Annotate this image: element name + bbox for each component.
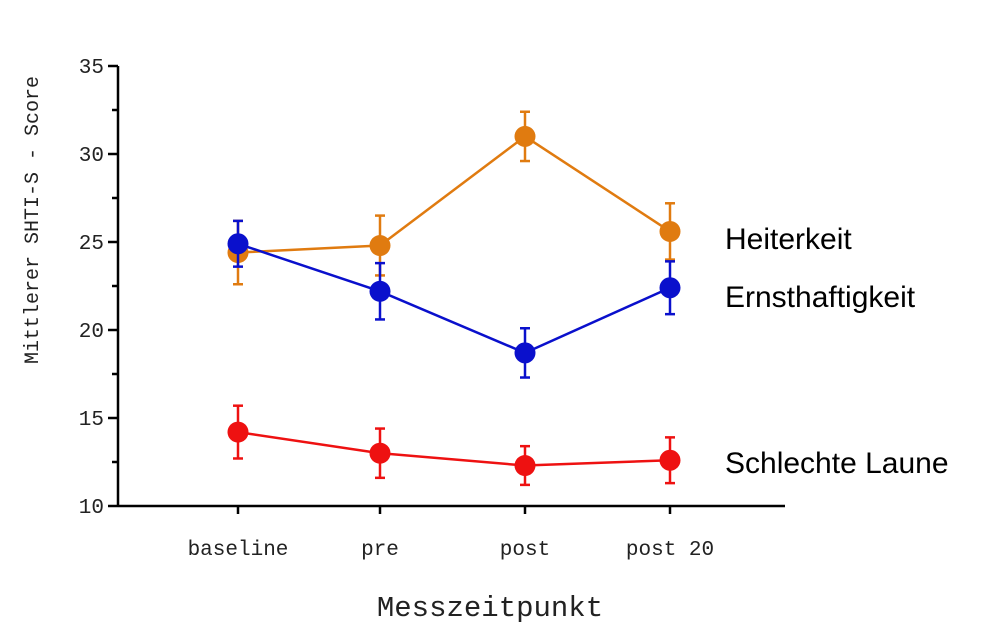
y-tick-label: 30 [79,145,104,168]
data-point [514,125,536,147]
series-heiterkeit [227,110,681,286]
series-line [237,430,671,467]
y-tick-label: 20 [79,321,104,344]
x-axis-title: Messzeitpunkt [377,592,603,624]
series-label: Schlechte Laune [725,447,949,480]
series-line [237,134,671,254]
x-tick-label: baseline [188,539,289,562]
x-axis-ticks: baseline pre post post 20 [188,506,714,562]
data-point [659,277,681,299]
data-point [369,235,391,257]
y-axis-ticks: 10 15 20 25 30 35 [79,57,118,520]
data-point [514,342,536,364]
data-point [369,442,391,464]
x-tick-label: pre [361,539,399,562]
data-point [514,455,536,477]
data-point [227,421,249,443]
x-tick-label: post [500,539,550,562]
data-point [369,280,391,302]
series-ernsthaftigkeit [227,219,681,379]
series-labels: Heiterkeit Ernsthaftigkeit Schlechte Laune [725,223,949,480]
series-schlechte-laune [227,404,681,487]
x-tick-label: post 20 [626,539,714,562]
data-point [659,449,681,471]
series-label: Ernsthaftigkeit [725,281,916,314]
series-line [237,242,671,355]
axes [116,66,785,508]
y-tick-label: 10 [79,497,104,520]
y-tick-label: 15 [79,409,104,432]
y-tick-label: 35 [79,57,104,80]
data-point [659,220,681,242]
y-tick-label: 25 [79,233,104,256]
data-point [227,233,249,255]
y-axis-title: Mittlerer SHTI-S - Score [22,76,45,364]
series-label: Heiterkeit [725,223,852,256]
series-layer [227,110,681,487]
